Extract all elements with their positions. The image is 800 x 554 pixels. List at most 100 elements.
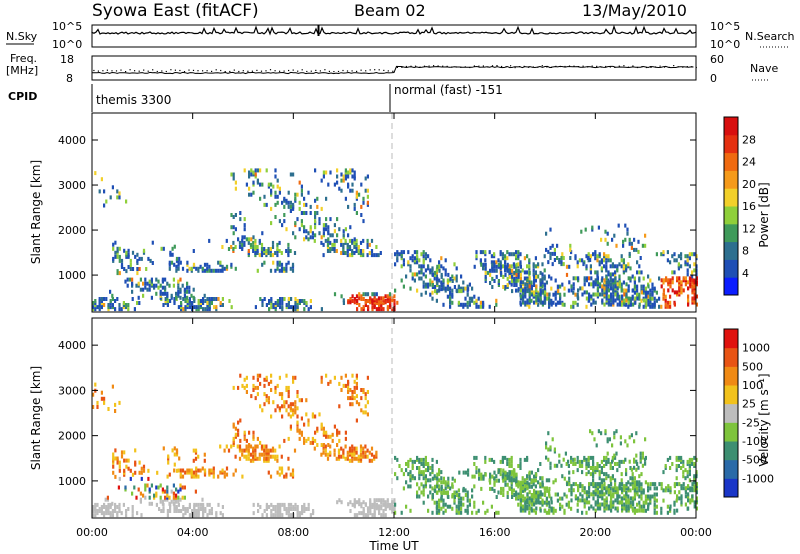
data-cell [296, 406, 299, 411]
data-cell [112, 464, 115, 469]
data-cell [276, 502, 279, 507]
data-cell [172, 283, 175, 288]
data-cell [329, 233, 332, 238]
data-cell [281, 404, 284, 409]
data-cell [294, 192, 297, 197]
data-cell [585, 496, 588, 501]
nave-dot [405, 65, 407, 68]
data-cell [653, 496, 656, 501]
data-cell [371, 504, 374, 509]
data-cell [603, 455, 606, 460]
data-cell [600, 470, 603, 475]
data-cell [616, 266, 619, 271]
data-cell [605, 490, 608, 495]
data-cell [123, 267, 126, 271]
data-cell [515, 283, 518, 287]
data-cell [600, 258, 603, 263]
data-cell [230, 172, 233, 177]
data-cell [364, 300, 367, 305]
nave-dot [147, 70, 149, 72]
nave-dot [555, 65, 557, 67]
data-cell [94, 299, 97, 303]
y-tick-label: 2000 [58, 430, 86, 443]
data-cell [281, 301, 284, 305]
data-cell [139, 287, 142, 292]
data-cell [653, 502, 656, 507]
data-cell [684, 254, 687, 259]
data-cell [660, 304, 663, 309]
data-cell [279, 297, 282, 301]
data-cell [508, 274, 511, 279]
data-cell [541, 284, 544, 289]
data-cell [601, 496, 604, 501]
data-cell [322, 174, 325, 179]
data-cell [636, 462, 639, 466]
data-cell [252, 383, 255, 388]
data-cell [278, 240, 281, 245]
colorbar-segment [724, 259, 738, 278]
data-cell [107, 502, 110, 507]
data-cell [620, 478, 623, 483]
y-tick-label: 4000 [58, 339, 86, 352]
data-cell [261, 299, 264, 303]
data-cell [305, 202, 308, 207]
data-cell [100, 509, 103, 513]
data-cell [340, 500, 343, 505]
data-cell [272, 305, 275, 310]
data-cell [161, 291, 164, 296]
data-cell [624, 223, 627, 228]
data-cell [649, 486, 652, 491]
data-cell [294, 196, 297, 201]
data-cell [444, 258, 447, 263]
data-cell [633, 247, 636, 252]
data-cell [344, 251, 347, 255]
data-cell [267, 251, 270, 255]
colorbar-tick-label: -1000 [742, 472, 774, 485]
data-cell [493, 459, 496, 464]
data-cell [118, 258, 121, 263]
data-cell [639, 457, 642, 462]
data-cell [195, 472, 198, 477]
data-cell [603, 498, 606, 503]
data-cell [596, 482, 599, 487]
data-cell [364, 188, 367, 193]
nave-tick-bottom: 0 [710, 72, 717, 85]
data-cell [620, 264, 623, 269]
data-cell [543, 254, 546, 259]
data-cell [497, 258, 500, 263]
data-cell [588, 500, 591, 505]
data-cell [351, 182, 354, 187]
data-cell [519, 288, 522, 293]
data-cell [259, 196, 262, 201]
data-cell [495, 264, 498, 269]
data-cell [620, 472, 623, 477]
data-cell [260, 247, 264, 251]
data-cell [159, 495, 162, 500]
data-cell [515, 472, 518, 477]
data-cell [362, 446, 365, 451]
data-cell [464, 493, 467, 497]
data-cell [422, 284, 425, 289]
data-cell [424, 468, 427, 473]
data-cell [462, 486, 465, 491]
data-cell [276, 184, 279, 189]
data-cell [344, 373, 347, 378]
data-cell [504, 268, 507, 273]
data-cell [627, 304, 630, 309]
data-cell [92, 301, 95, 305]
data-cell [386, 294, 389, 299]
data-cell [155, 491, 158, 496]
data-cell [420, 490, 423, 495]
data-cell [686, 262, 689, 267]
data-cell [497, 468, 500, 473]
data-cell [489, 480, 492, 485]
data-cell [362, 249, 365, 253]
data-cell [583, 490, 586, 495]
data-cell [329, 379, 332, 384]
data-cell [336, 432, 339, 437]
data-cell [581, 286, 584, 291]
data-cell [630, 241, 633, 246]
data-cell [162, 246, 165, 251]
data-cell [506, 457, 509, 462]
